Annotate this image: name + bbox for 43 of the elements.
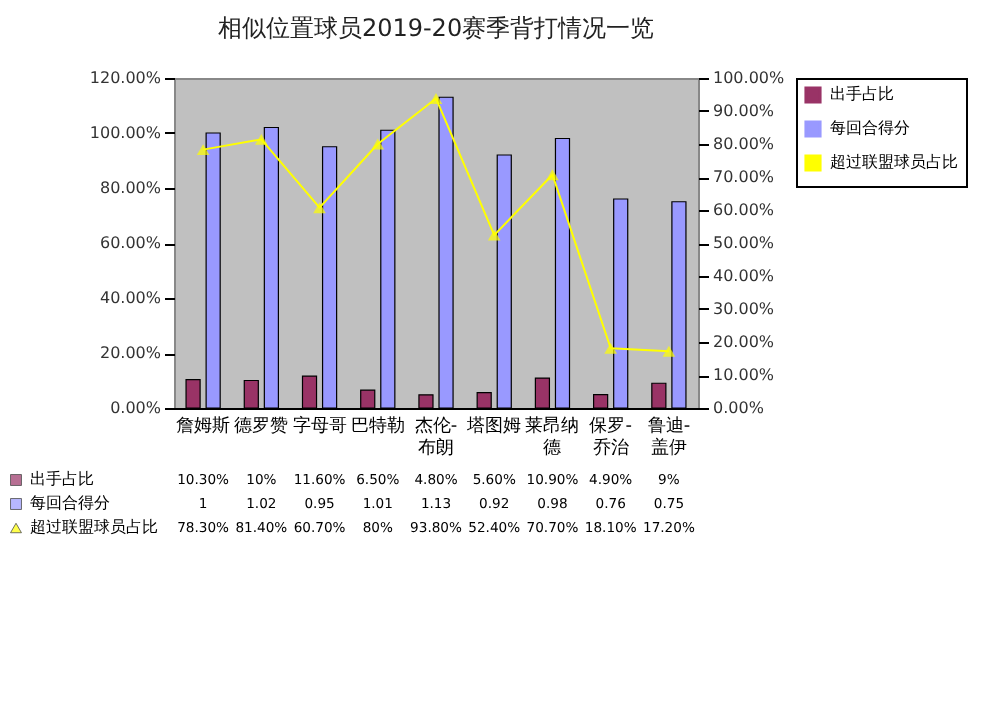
y2-tick-label: 100.00% (713, 69, 785, 87)
text: 出手占比 (830, 85, 894, 103)
legend-label: 出手占比 (30, 470, 94, 488)
legend-label: 超过联盟球员占比 (830, 153, 958, 171)
y-tick-label: 40.00% (99, 289, 162, 307)
point (429, 92, 443, 104)
y2-tick-label: 30.00% (713, 300, 775, 318)
x-tick-label: 巴特勒 (350, 415, 405, 437)
y2-tick-label: 20.00% (713, 333, 775, 351)
y2-tick-label: 80.00% (713, 135, 775, 153)
y2-tick-label: 90.00% (713, 102, 775, 120)
y2-tick-label: 0.00% (713, 399, 765, 417)
chart-title: 相似位置球员2019-20赛季背打情况一览 (217, 14, 655, 42)
x-tick-label: 字母哥 (292, 415, 347, 437)
point (255, 133, 268, 145)
x-tick-label: 詹姆斯 (176, 415, 231, 437)
y2-tick-label: 40.00% (713, 267, 775, 285)
x-tick-label: 德罗赞 (234, 415, 289, 437)
y-tick-label: 80.00% (99, 179, 162, 197)
text: 超过联盟球员占比 (30, 518, 158, 536)
x-tick-label: 保罗-乔治 (589, 415, 632, 459)
y2-tick-label: 70.00% (713, 168, 775, 186)
y-tick-label: 60.00% (99, 234, 162, 252)
x-tick-label: 鲁迪-盖伊 (647, 415, 691, 459)
point (604, 342, 617, 354)
point (662, 345, 676, 357)
legend-label: 每回合得分 (30, 494, 110, 512)
y-tick-label: 100.00% (89, 124, 162, 142)
y2-tick-label: 60.00% (713, 201, 775, 219)
y2-tick-label: 50.00% (713, 234, 775, 252)
y-tick-label: 20.00% (99, 344, 162, 362)
x-tick-label: 塔图姆 (465, 415, 522, 437)
y-tick-label: 120.00% (89, 69, 162, 87)
point (546, 169, 559, 181)
y-tick-label: 0.00% (110, 399, 162, 417)
point (196, 144, 210, 156)
x-tick-label: 杰伦-布朗 (414, 415, 458, 459)
point (371, 138, 385, 150)
point (313, 202, 326, 214)
x-tick-label: 莱昂纳德 (525, 415, 580, 459)
point (487, 229, 501, 241)
y2-tick-label: 10.00% (713, 366, 775, 384)
text: 每回合得分 (830, 119, 910, 137)
